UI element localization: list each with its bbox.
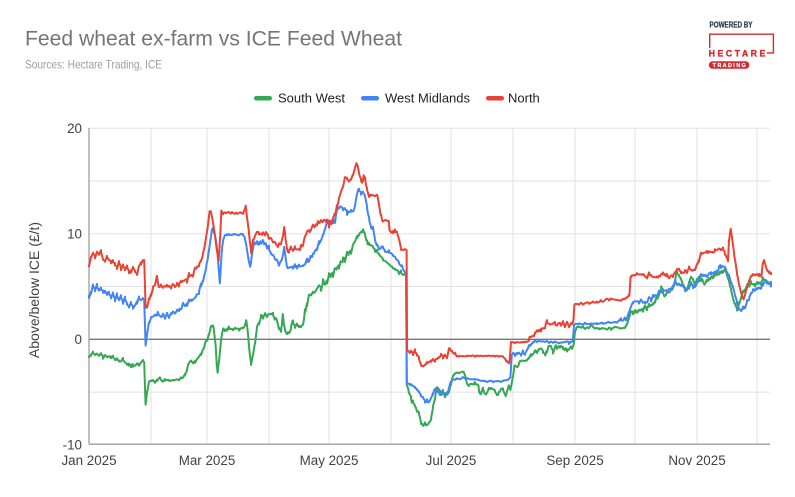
svg-text:May 2025: May 2025 — [300, 453, 359, 468]
svg-text:-10: -10 — [63, 438, 82, 453]
svg-text:North: North — [508, 91, 540, 106]
svg-text:0: 0 — [75, 332, 82, 347]
svg-text:Jan 2025: Jan 2025 — [61, 453, 116, 468]
svg-text:Sources: Hectare Trading, ICE: Sources: Hectare Trading, ICE — [25, 59, 162, 72]
svg-text:TRADING: TRADING — [713, 63, 746, 69]
svg-text:West Midlands: West Midlands — [385, 91, 471, 106]
svg-text:Jul 2025: Jul 2025 — [426, 453, 477, 468]
svg-text:HECTARE: HECTARE — [709, 49, 766, 59]
svg-text:Above/below ICE (£/t): Above/below ICE (£/t) — [26, 222, 42, 358]
svg-text:POWERED BY: POWERED BY — [710, 20, 754, 29]
svg-text:Nov 2025: Nov 2025 — [668, 453, 725, 468]
svg-text:South West: South West — [278, 91, 345, 106]
svg-text:10: 10 — [67, 226, 82, 241]
svg-text:Feed wheat ex-farm vs ICE Feed: Feed wheat ex-farm vs ICE Feed Wheat — [25, 28, 402, 51]
svg-text:Mar 2025: Mar 2025 — [179, 453, 236, 468]
svg-text:20: 20 — [67, 121, 82, 136]
svg-text:Sep 2025: Sep 2025 — [546, 453, 603, 468]
